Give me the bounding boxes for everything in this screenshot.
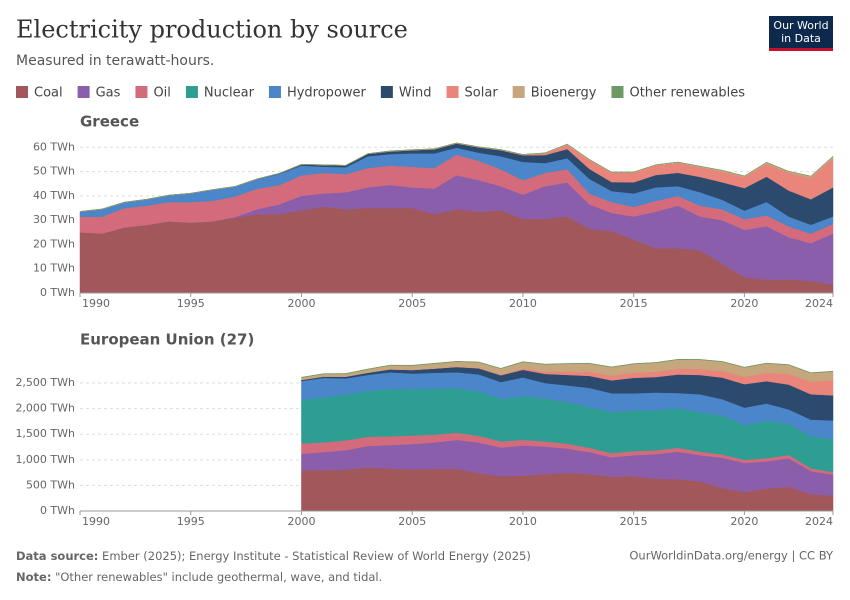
legend-label: Hydropower [287, 86, 367, 101]
x-tick-label: 1990 [82, 515, 110, 528]
y-tick-label: 1,500 TWh [15, 427, 75, 440]
y-tick-label: 0 TWh [40, 504, 75, 517]
legend-swatch [446, 86, 459, 98]
legend-label: Nuclear [204, 86, 255, 101]
legend-swatch [611, 86, 624, 98]
y-tick-label: 10 TWh [33, 262, 75, 275]
logo-text: in Data [781, 32, 821, 45]
source: Data source: Ember (2025); Energy Instit… [16, 549, 531, 563]
panel-title: Greece [80, 113, 139, 131]
x-tick-label: 2000 [287, 297, 315, 310]
x-tick-label: 2024 [805, 297, 833, 310]
legend-swatch [268, 86, 281, 98]
y-tick-label: 2,000 TWh [15, 402, 75, 415]
legend-swatch [16, 86, 28, 98]
x-tick-label: 2005 [398, 297, 426, 310]
chart-title: Electricity production by source [16, 16, 408, 44]
legend-swatch [77, 86, 90, 98]
x-tick-label: 2015 [620, 297, 648, 310]
note: Note: "Other renewables" include geother… [16, 570, 382, 584]
source-text: Ember (2025); Energy Institute - Statist… [102, 549, 531, 563]
source-label: Data source: [16, 549, 98, 563]
legend-label: Gas [96, 86, 121, 101]
legend-swatch [380, 86, 393, 98]
x-tick-label: 2000 [287, 515, 315, 528]
legend-label: Solar [465, 86, 499, 101]
x-tick-label: 2024 [805, 515, 833, 528]
x-tick-label: 2020 [730, 297, 758, 310]
x-tick-label: 1995 [177, 515, 205, 528]
logo-box [769, 16, 833, 50]
y-tick-label: 1,000 TWh [15, 453, 75, 466]
note-text: "Other renewables" include geothermal, w… [55, 570, 382, 584]
subtitle: Measured in terawatt-hours. [16, 53, 214, 69]
y-tick-label: 500 TWh [26, 478, 75, 491]
x-tick-label: 2005 [398, 515, 426, 528]
y-tick-label: 40 TWh [33, 189, 75, 202]
legend: Coal Gas Oil Nuclear Hydropower Wind Solar Bioe… [16, 86, 745, 101]
legend-label: Other renewables [629, 86, 745, 101]
legend-label: Wind [399, 86, 432, 101]
y-tick-label: 0 TWh [40, 286, 75, 299]
y-tick-label: 30 TWh [33, 213, 75, 226]
legend-label: Bioenergy [531, 86, 597, 101]
y-tick-label: 60 TWh [33, 140, 75, 153]
link: OurWorldinData.org/energy | CC BY [629, 549, 834, 563]
y-tick-label: 2,500 TWh [15, 376, 75, 389]
x-tick-label: 1995 [177, 297, 205, 310]
legend-swatch [185, 86, 198, 98]
logo-text: Our World [773, 19, 828, 32]
legend-swatch [135, 86, 148, 98]
note-label: Note: [16, 570, 51, 584]
x-tick-label: 2015 [620, 515, 648, 528]
x-tick-label: 1990 [82, 297, 110, 310]
legend-swatch [512, 86, 525, 98]
x-tick-label: 2020 [730, 515, 758, 528]
y-tick-label: 50 TWh [33, 165, 75, 178]
x-tick-label: 2010 [509, 515, 537, 528]
logo: Our World in Data [769, 16, 833, 51]
legend-label: Coal [34, 86, 63, 101]
area [301, 359, 834, 378]
y-tick-label: 20 TWh [33, 237, 75, 250]
panel-title: European Union (27) [80, 331, 254, 349]
x-tick-label: 2010 [509, 297, 537, 310]
legend-label: Oil [153, 86, 170, 101]
logo-bar [769, 48, 833, 51]
